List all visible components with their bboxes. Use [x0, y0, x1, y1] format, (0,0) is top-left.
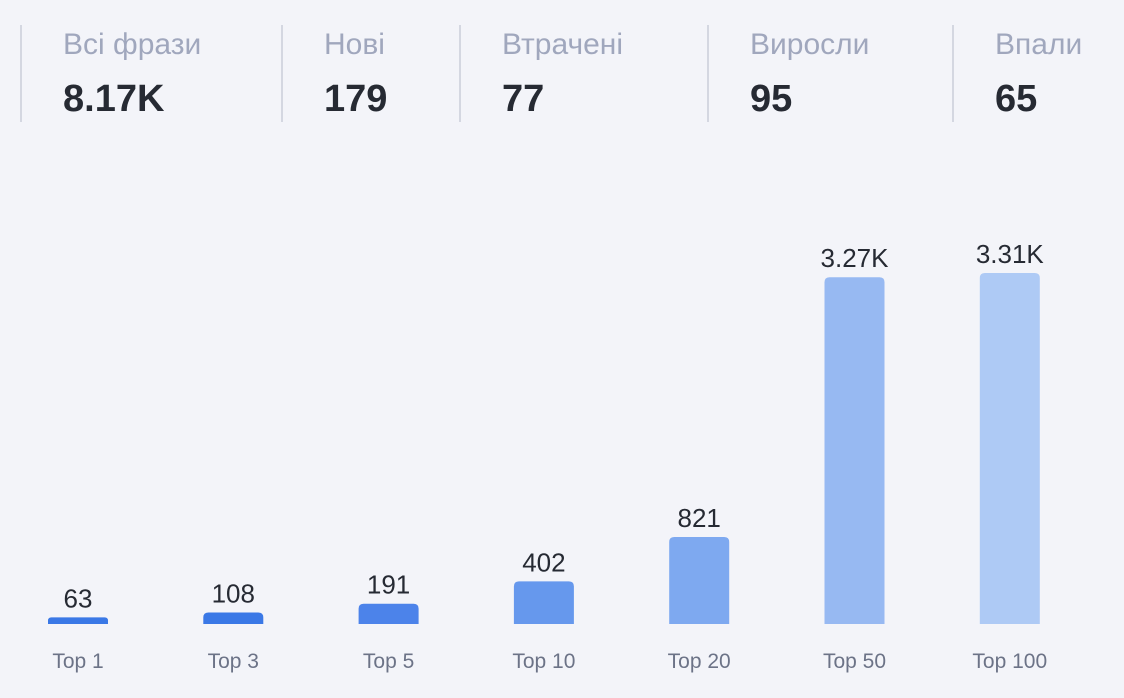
bar-top-10[interactable]: [513, 581, 574, 624]
stat-value: 95: [750, 78, 793, 120]
stat-divider: [459, 25, 461, 122]
stat-label: Втрачені: [502, 28, 624, 61]
x-tick-label: Top 50: [823, 650, 886, 673]
x-tick-label: Top 1: [52, 650, 103, 673]
x-tick-label: Top 5: [363, 650, 414, 673]
stat-value: 65: [995, 78, 1038, 120]
stat-value: 179: [324, 78, 388, 120]
stat-divider: [281, 25, 283, 122]
stats-bar: Всі фрази 8.17K Нові 179 Втрачені 77 Вир…: [0, 0, 1124, 130]
stat-divider: [20, 25, 22, 122]
stat-divider: [707, 25, 709, 122]
bar-value-label: 402: [522, 547, 565, 577]
bar-top-3[interactable]: [203, 612, 264, 624]
bar-top-20[interactable]: [669, 536, 730, 624]
bar-top-1[interactable]: [48, 617, 108, 624]
bar-top-5[interactable]: [358, 603, 419, 624]
bar-value-label: 108: [212, 579, 255, 609]
bar-value-label: 3.27K: [821, 243, 890, 273]
position-distribution-chart: 63 Top 1 108 Top 3 191 Top 5 402 Top 10 821 Top 2…: [48, 239, 1047, 673]
bar-value-label: 3.31K: [976, 239, 1045, 269]
stat-value: 77: [502, 78, 545, 120]
x-tick-label: Top 3: [208, 650, 259, 673]
x-tick-label: Top 10: [512, 650, 575, 673]
stat-label: Нові: [324, 28, 385, 61]
x-tick-label: Top 20: [668, 650, 731, 673]
stat-label: Виросли: [750, 28, 870, 61]
x-tick-label: Top 100: [972, 650, 1047, 673]
bar-top-50[interactable]: [824, 277, 885, 624]
bar-value-label: 191: [367, 570, 410, 600]
stat-value: 8.17K: [63, 78, 165, 120]
bar-top-100[interactable]: [979, 273, 1040, 624]
bar-value-label: 63: [64, 583, 93, 613]
stat-divider: [952, 25, 954, 122]
stat-label: Впали: [995, 28, 1083, 61]
stat-label: Всі фрази: [63, 28, 202, 61]
bar-value-label: 821: [678, 503, 721, 533]
